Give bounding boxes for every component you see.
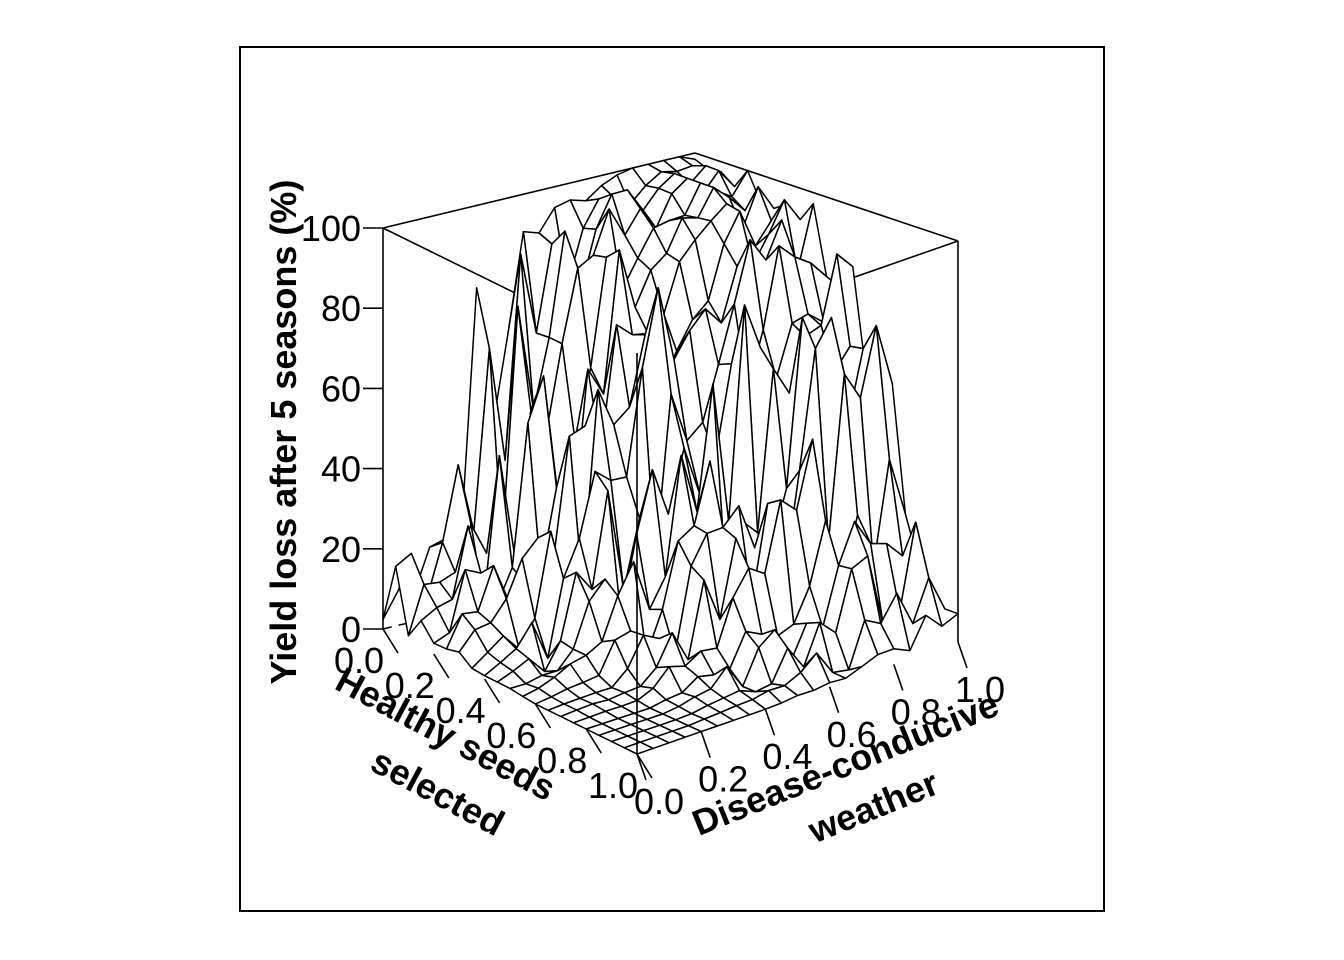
surface-cell bbox=[623, 741, 654, 755]
x-tick bbox=[585, 728, 602, 754]
z-tick-label: 60 bbox=[321, 368, 361, 409]
y-tick-label: 0.6 bbox=[827, 714, 877, 755]
x-tick bbox=[534, 703, 552, 729]
y-tick-label: 0.2 bbox=[698, 759, 748, 800]
axis-ticks: 0.00.20.40.60.81.00.00.20.40.60.81.00204… bbox=[301, 208, 1005, 822]
x-tick bbox=[636, 753, 653, 779]
y-tick bbox=[636, 753, 647, 781]
y-tick-label: 0.4 bbox=[762, 736, 812, 777]
x-tick-label: 0.8 bbox=[537, 740, 587, 781]
y-tick bbox=[828, 686, 840, 714]
z-tick-label: 100 bbox=[301, 208, 361, 249]
x-tick-label: 1.0 bbox=[588, 765, 638, 806]
x-tick-label: 0.6 bbox=[486, 715, 536, 756]
z-tick-label: 40 bbox=[321, 449, 361, 490]
surface-mesh bbox=[382, 156, 959, 755]
z-axis-title: Yield loss after 5 seasons (%) bbox=[263, 180, 304, 685]
box-edge-top-back bbox=[694, 152, 959, 242]
z-tick-label: 20 bbox=[321, 529, 361, 570]
y-tick bbox=[700, 731, 711, 758]
x-tick bbox=[433, 653, 450, 679]
x-tick-label: 0.4 bbox=[436, 690, 486, 731]
x-tick bbox=[382, 628, 399, 654]
plot-frame bbox=[239, 46, 1105, 912]
y-tick bbox=[893, 664, 904, 691]
y-tick-label: 0.0 bbox=[634, 781, 684, 822]
x-tick-label: 0.0 bbox=[334, 640, 384, 681]
x-tick bbox=[483, 678, 501, 704]
z-tick-label: 0 bbox=[341, 609, 361, 650]
y-tick-label: 1.0 bbox=[955, 669, 1005, 710]
y-tick bbox=[957, 641, 968, 669]
z-tick-label: 80 bbox=[321, 288, 361, 329]
y-tick bbox=[764, 708, 776, 736]
x-tick-label: 0.2 bbox=[385, 665, 435, 706]
y-tick-label: 0.8 bbox=[891, 691, 941, 732]
